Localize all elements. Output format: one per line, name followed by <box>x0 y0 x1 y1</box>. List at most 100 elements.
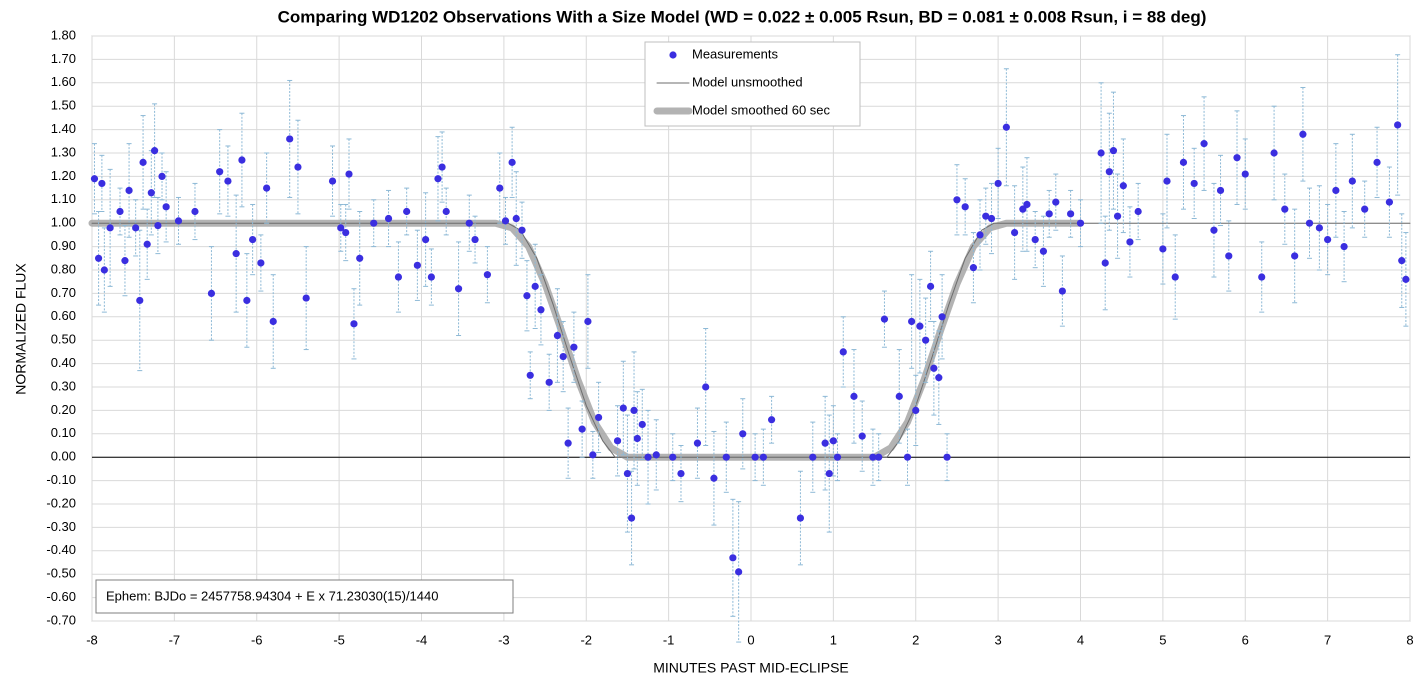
y-tick-label: -0.40 <box>46 542 76 557</box>
data-point <box>623 469 632 478</box>
data-point <box>961 203 969 211</box>
data-point <box>559 352 567 361</box>
data-point <box>422 235 430 244</box>
x-tick-label: -6 <box>251 632 263 647</box>
data-point <box>191 207 199 216</box>
data-point <box>508 158 516 166</box>
data-point <box>94 254 103 262</box>
data-point <box>729 554 737 562</box>
y-tick-label: 1.00 <box>51 215 76 230</box>
x-tick-label: 5 <box>1159 632 1166 647</box>
data-point <box>342 228 350 237</box>
data-point <box>1291 252 1299 260</box>
data-point <box>427 273 435 281</box>
data-point <box>207 289 216 297</box>
x-tick-label: -4 <box>416 632 428 647</box>
data-point <box>751 453 759 461</box>
data-point <box>106 224 114 232</box>
data-point <box>302 294 310 302</box>
data-point <box>930 364 938 372</box>
data-point <box>982 212 990 220</box>
x-tick-label: 8 <box>1406 632 1413 647</box>
data-point <box>1045 210 1053 218</box>
data-point <box>595 413 603 422</box>
data-point <box>677 469 685 478</box>
data-point <box>1097 149 1105 157</box>
data-point <box>1233 154 1241 162</box>
data-point <box>243 296 251 305</box>
data-point <box>613 437 622 445</box>
data-point <box>564 439 572 447</box>
data-point <box>858 432 866 440</box>
data-point <box>1126 238 1134 246</box>
data-point <box>1163 177 1171 185</box>
data-point <box>1159 245 1167 253</box>
data-point <box>570 343 578 351</box>
data-point <box>345 170 353 178</box>
data-point <box>1315 224 1323 232</box>
legend: Measurements Model unsmoothed Model smooth… <box>644 41 861 127</box>
data-point <box>1101 259 1109 267</box>
y-tick-label: 1.60 <box>51 74 76 89</box>
data-point <box>438 163 446 171</box>
data-point <box>154 221 162 230</box>
data-point <box>969 264 978 272</box>
data-point <box>1179 158 1188 166</box>
data-point <box>518 226 526 234</box>
data-point <box>1119 182 1127 190</box>
legend-label: Model unsmoothed <box>692 74 803 89</box>
y-tick-label: 1.50 <box>51 98 76 113</box>
data-point <box>1052 198 1060 206</box>
data-point <box>90 175 99 183</box>
data-point <box>1011 228 1019 237</box>
data-point <box>328 177 337 185</box>
data-point <box>147 189 155 197</box>
data-point <box>987 214 996 223</box>
y-tick-label: 1.80 <box>51 27 76 42</box>
data-point <box>216 168 224 176</box>
data-point <box>465 219 473 227</box>
x-tick-label: 1 <box>830 632 837 647</box>
data-point <box>512 214 520 223</box>
x-tick-label: -8 <box>86 632 98 647</box>
data-point <box>370 219 378 227</box>
y-tick-label: -0.50 <box>46 566 76 581</box>
data-point <box>337 224 345 232</box>
data-point <box>1385 198 1394 206</box>
y-tick-label: -0.70 <box>46 612 76 627</box>
data-point <box>1394 121 1402 129</box>
data-point <box>903 453 912 461</box>
data-point <box>943 453 951 461</box>
data-point <box>1200 140 1208 148</box>
y-axis-label: NORMALIZED FLUX <box>13 263 29 395</box>
data-point <box>413 261 421 269</box>
data-point <box>938 313 946 321</box>
data-point <box>869 453 877 461</box>
y-tick-label: -0.10 <box>46 472 76 487</box>
data-point <box>1332 186 1340 195</box>
x-tick-label: 0 <box>747 632 754 647</box>
data-point <box>545 378 553 386</box>
data-point <box>1113 212 1122 220</box>
data-point <box>238 156 246 164</box>
data-point <box>1190 179 1198 188</box>
data-point <box>644 453 652 461</box>
y-tick-label: -0.30 <box>46 519 76 534</box>
data-point <box>908 317 916 326</box>
data-point <box>158 172 166 180</box>
data-point <box>132 224 140 232</box>
data-point <box>1039 247 1048 255</box>
data-point <box>249 235 257 244</box>
data-point <box>1373 158 1381 166</box>
data-point <box>1076 219 1085 227</box>
data-point <box>821 439 829 447</box>
data-point <box>1340 243 1348 251</box>
data-point <box>796 514 805 522</box>
data-point <box>394 273 403 281</box>
y-tick-label: 1.70 <box>51 51 76 66</box>
data-point <box>589 451 597 459</box>
data-point <box>143 240 151 248</box>
data-point <box>839 348 847 356</box>
data-point <box>125 186 133 195</box>
